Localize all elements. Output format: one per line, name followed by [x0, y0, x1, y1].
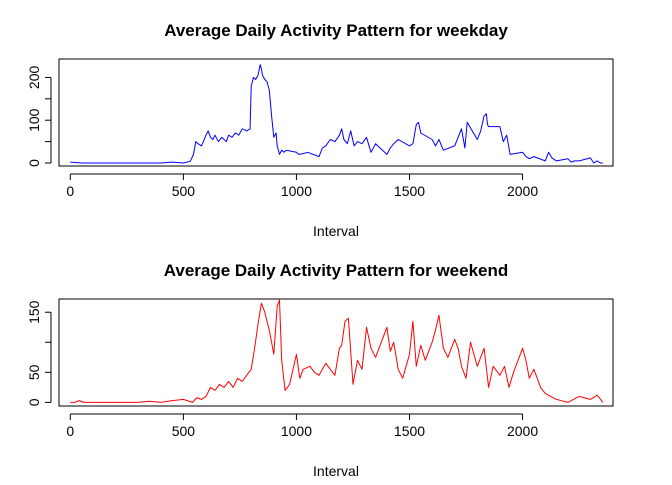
x-axis-label-weekday: Interval — [313, 223, 359, 239]
line-series-weekday — [70, 64, 603, 164]
x-tick-label-weekend-0: 0 — [66, 423, 74, 439]
y-tick-label-weekday-200: 200 — [26, 66, 42, 90]
x-axis-weekday: 0 500 1000 1500 2000 — [66, 173, 538, 199]
y-axis-weekend: 0 50 150 — [26, 300, 52, 406]
y-tick-label-weekend-50: 50 — [26, 364, 42, 380]
x-tick-label-weekday-500: 500 — [172, 183, 196, 199]
plot-frame-weekday — [58, 58, 614, 167]
x-tick-label-weekday-1000: 1000 — [281, 183, 312, 199]
weekday-panel: Average Daily Activity Pattern for weekd… — [26, 21, 614, 239]
line-series-weekend — [70, 299, 604, 403]
x-tick-label-weekend-1500: 1500 — [394, 423, 425, 439]
x-tick-label-weekend-2000: 2000 — [507, 423, 538, 439]
y-tick-label-weekend-150: 150 — [26, 300, 42, 324]
y-tick-label-weekday-100: 100 — [26, 108, 42, 132]
x-axis-label-weekend: Interval — [313, 463, 359, 479]
x-tick-label-weekday-2000: 2000 — [507, 183, 538, 199]
x-tick-label-weekend-1000: 1000 — [281, 423, 312, 439]
chart-title-weekday: Average Daily Activity Pattern for weekd… — [164, 21, 508, 40]
y-tick-label-weekday-0: 0 — [26, 159, 42, 167]
x-axis-weekend: 0 500 1000 1500 2000 — [66, 413, 538, 439]
x-tick-label-weekday-1500: 1500 — [394, 183, 425, 199]
series-line-weekend-0 — [70, 299, 604, 403]
x-tick-label-weekday-0: 0 — [66, 183, 74, 199]
weekend-panel: Average Daily Activity Pattern for weeke… — [26, 261, 614, 479]
x-tick-label-weekend-500: 500 — [172, 423, 196, 439]
y-tick-label-weekend-0: 0 — [26, 398, 42, 406]
plot-frame-weekend — [58, 298, 614, 407]
series-line-weekday-0 — [70, 64, 603, 164]
chart-title-weekend: Average Daily Activity Pattern for weeke… — [164, 261, 509, 280]
y-axis-weekday: 0 100 200 — [26, 66, 52, 167]
